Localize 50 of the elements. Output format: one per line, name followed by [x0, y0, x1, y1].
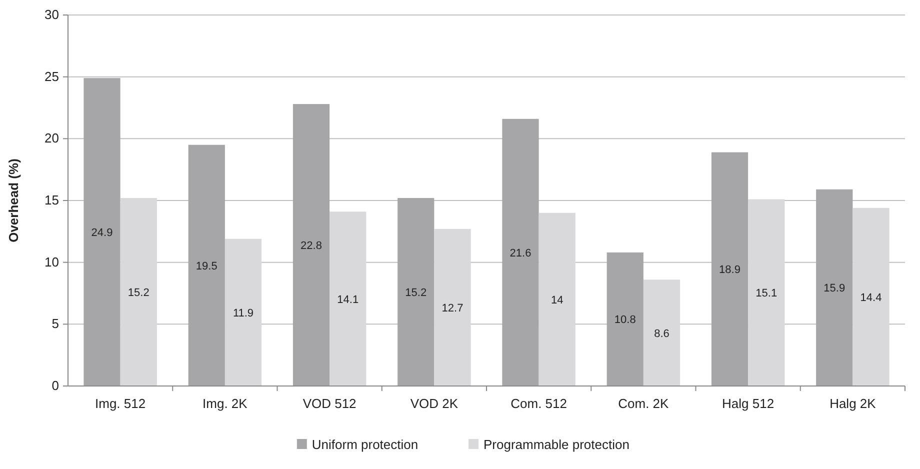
x-tick-label: Halg 512: [722, 396, 774, 411]
bar: [852, 208, 890, 386]
data-label: 15.9: [824, 282, 846, 295]
y-tick-label: 10: [44, 254, 59, 270]
bar: [711, 152, 748, 386]
data-label: 19.5: [196, 260, 218, 272]
legend-label: Uniform protection: [312, 437, 418, 452]
bar: [643, 280, 680, 386]
y-tick-label: 20: [44, 130, 59, 146]
x-tick-label: VOD 2K: [410, 396, 458, 411]
bar: [330, 212, 366, 386]
bar: [224, 238, 262, 386]
bar: [606, 252, 644, 386]
y-axis-title: Overhead (%): [6, 158, 21, 242]
bar: [748, 199, 785, 386]
data-label: 22.8: [300, 240, 322, 252]
x-tick-label: Halg 2K: [830, 396, 876, 411]
x-tick-label: VOD 512: [302, 396, 356, 411]
bar: [84, 78, 120, 386]
y-tick-label: 25: [44, 68, 59, 84]
data-label: 12.7: [442, 302, 464, 314]
bar: [292, 104, 330, 386]
x-tick-label: Com. 512: [510, 396, 567, 411]
data-label: 18.9: [719, 264, 740, 276]
bar: [188, 144, 225, 386]
x-tick-label: Com. 2K: [618, 396, 670, 411]
bar: [120, 198, 157, 386]
x-tick-label: Img. 512: [95, 396, 146, 411]
data-label: 14.4: [860, 292, 882, 304]
data-label: 21.6: [510, 247, 532, 260]
legend-label: Programmable protection: [484, 437, 630, 452]
data-label: 14: [550, 294, 564, 306]
data-label: 11.9: [232, 307, 254, 320]
x-tick-label: Img. 2K: [202, 396, 248, 411]
bar: [502, 118, 539, 386]
data-label: 10.8: [614, 314, 636, 326]
data-label: 14.1: [337, 294, 359, 306]
data-label: 15.2: [405, 287, 427, 300]
data-label: 15.1: [756, 288, 778, 300]
data-label: 24.9: [91, 227, 113, 240]
data-label: 8.6: [654, 328, 670, 340]
y-tick-label: 15: [44, 192, 59, 208]
bar: [434, 228, 471, 386]
data-label: 15.2: [128, 287, 150, 300]
y-tick-label: 30: [44, 7, 59, 22]
bar: [538, 212, 576, 386]
bar: [816, 189, 853, 386]
bar: [398, 198, 434, 386]
y-tick-label: 5: [52, 316, 59, 332]
y-tick-label: 0: [52, 378, 59, 393]
